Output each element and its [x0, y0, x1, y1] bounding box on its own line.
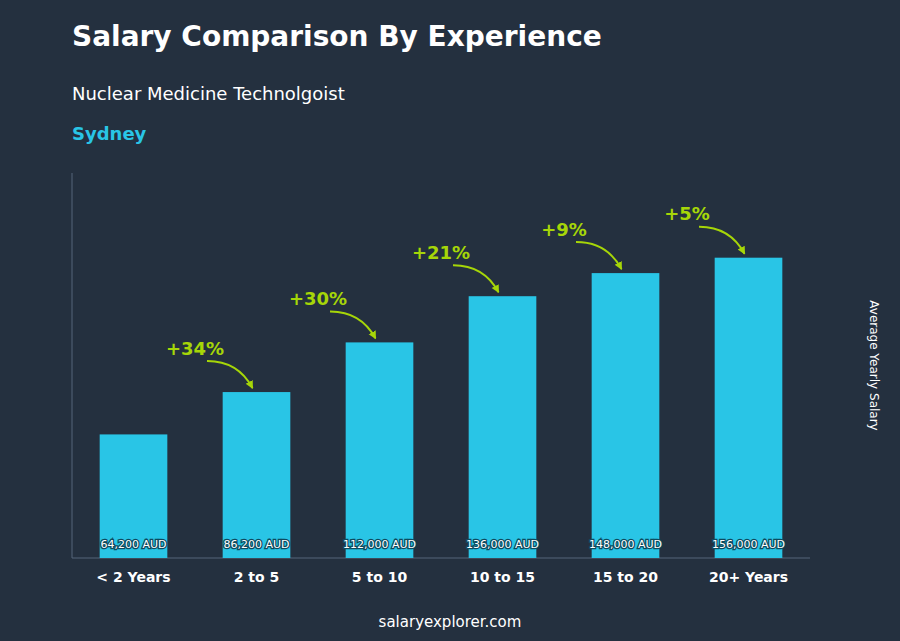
data-label: 148,000 AUD: [589, 538, 662, 551]
change-label: +9%: [541, 219, 587, 240]
y-axis-line: [72, 173, 73, 558]
bar: [346, 342, 414, 558]
bar: [715, 258, 783, 558]
background: [0, 0, 900, 641]
footer: salaryexplorer.com: [379, 613, 522, 631]
city: Sydney: [72, 123, 147, 144]
x-tick-label: 2 to 5: [234, 569, 280, 585]
title: Salary Comparison By Experience: [72, 20, 602, 53]
data-label: 156,000 AUD: [712, 538, 785, 551]
change-label: +5%: [664, 203, 710, 224]
x-tick-label: 20+ Years: [709, 569, 788, 585]
data-label: 112,000 AUD: [343, 538, 416, 551]
data-label: 136,000 AUD: [466, 538, 539, 551]
change-arrow: [576, 242, 622, 269]
x-tick-label: 10 to 15: [470, 569, 535, 585]
bars: [100, 258, 783, 558]
subtitle: Nuclear Medicine Technolgoist: [72, 83, 345, 104]
change-arrow: [330, 311, 376, 338]
bar: [469, 296, 537, 558]
y-axis-label: Average Yearly Salary: [867, 300, 881, 430]
x-tick-label: 15 to 20: [593, 569, 658, 585]
bar: [100, 434, 168, 558]
change-arrow: [699, 227, 745, 254]
data-label: 64,200 AUD: [100, 538, 166, 551]
change-label: +30%: [289, 288, 347, 309]
chart: Salary Comparison By Experience Nuclear M…: [0, 0, 900, 641]
change-arrow: [453, 265, 499, 292]
change-arrow: [207, 361, 253, 388]
bar: [592, 273, 660, 558]
x-tick-label: < 2 Years: [96, 569, 170, 585]
x-tick-label: 5 to 10: [352, 569, 408, 585]
change-label: +34%: [166, 338, 224, 359]
bar: [223, 392, 291, 558]
change-label: +21%: [412, 242, 470, 263]
x-axis-line: [72, 558, 810, 559]
data-label: 86,200 AUD: [223, 538, 289, 551]
